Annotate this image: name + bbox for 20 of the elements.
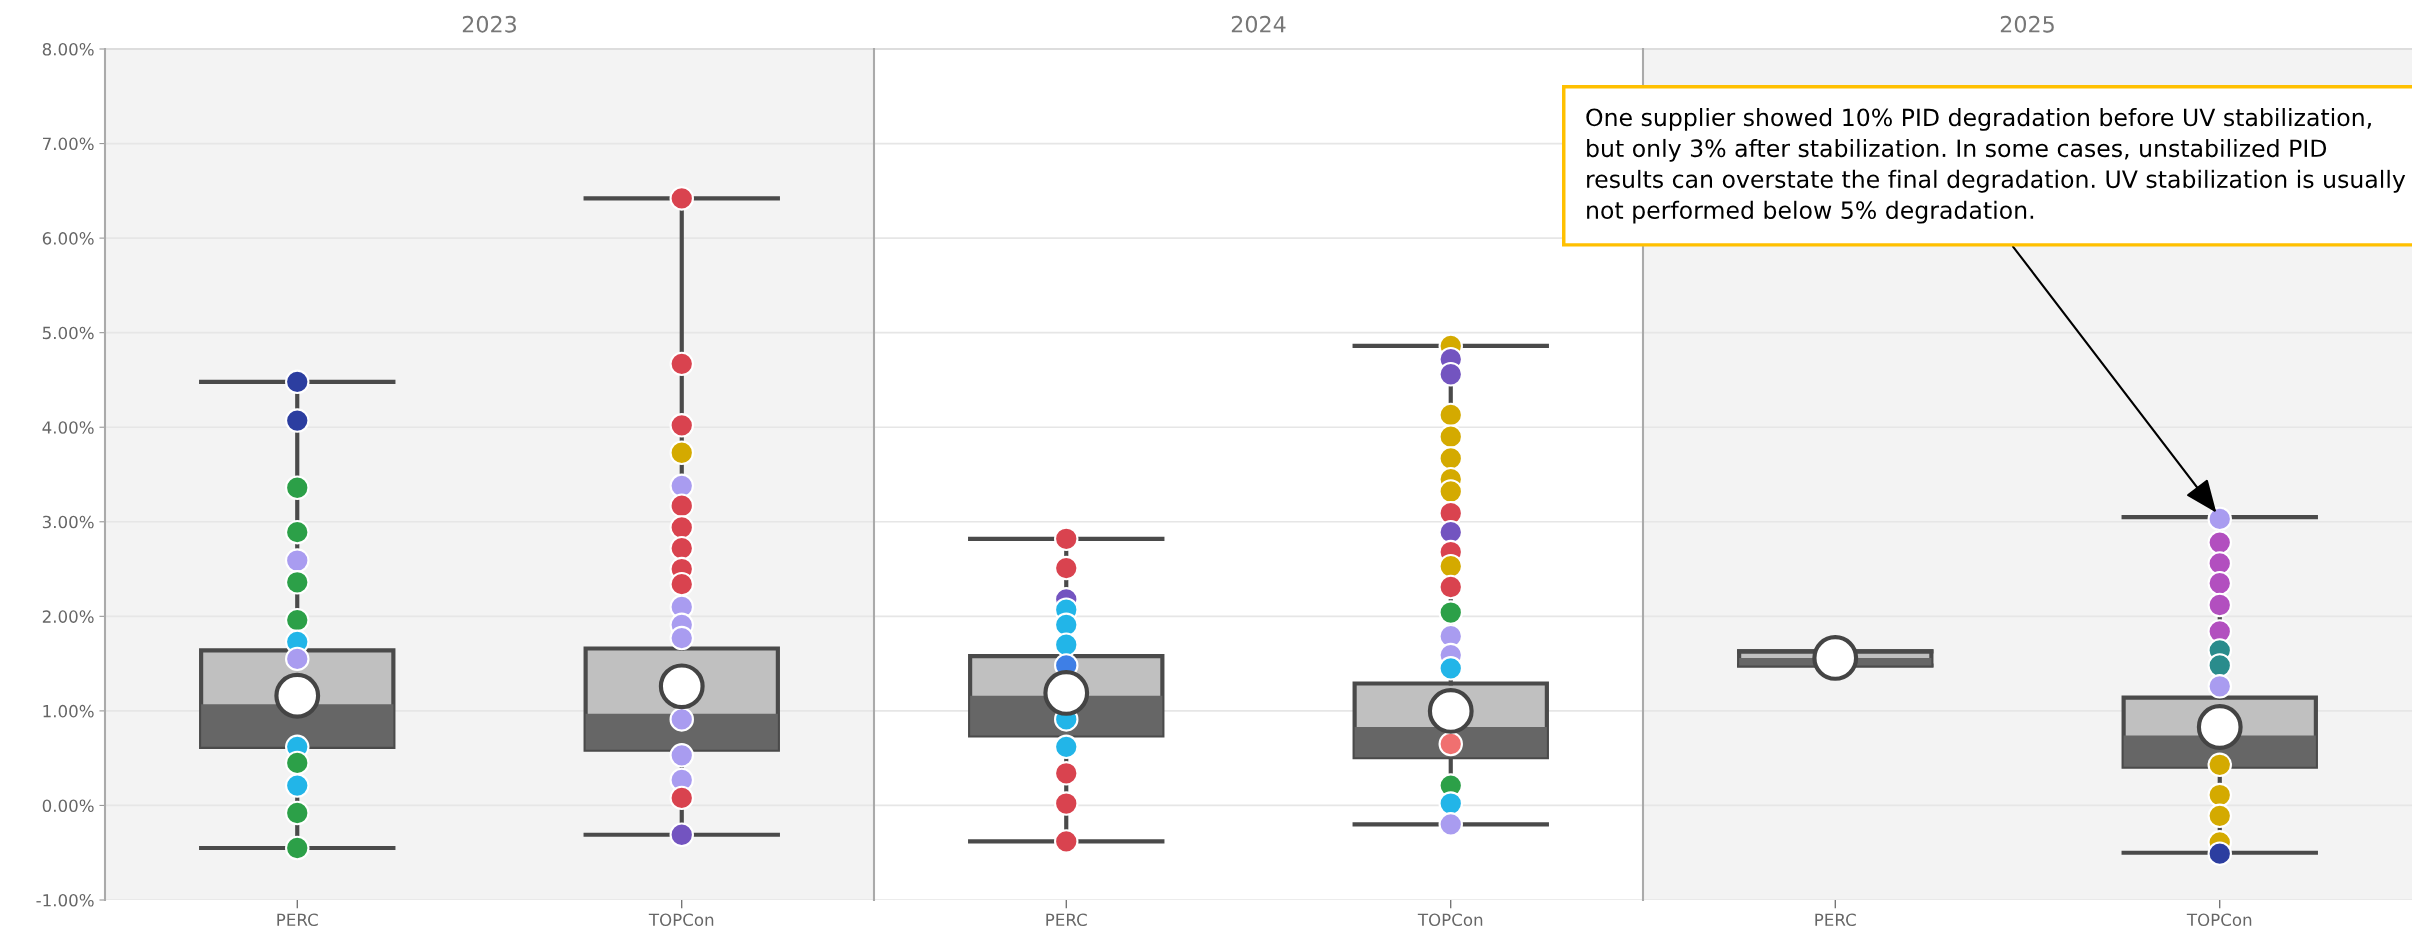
y-tick-label: 5.00%	[42, 326, 94, 340]
y-tick-label: 2.00%	[42, 610, 94, 623]
y-tick-label: 4.00%	[42, 421, 94, 434]
y-tick-label: -1.00%	[36, 893, 94, 907]
chart-title: 2025	[2000, 15, 2054, 33]
x-tick-label: PERC	[277, 913, 318, 927]
y-tick-label: 8.00%	[42, 42, 94, 56]
x-tick-label: PERC	[1046, 913, 1087, 927]
x-tick-label: TOPCon	[648, 913, 714, 927]
chart-title: 2023	[462, 15, 516, 33]
annotation: One supplier showed 10% PID degradation before UV stabilization, but only 3% after stabilization. In some cases, unstabilized PID results can overstate the final degradation. UV stabilization is usually not performed below 5% degradation.	[1586, 108, 2406, 224]
y-tick-label: 1.00%	[43, 704, 94, 718]
y-tick-label: 3.00%	[42, 515, 94, 529]
y-tick-label: 0.00%	[42, 799, 94, 813]
x-tick-label: TOPCon	[1417, 913, 1483, 927]
x-tick-label: TOPCon	[2186, 913, 2252, 927]
y-tick-label: 7.00%	[43, 137, 94, 151]
chart-title: 2024	[1231, 15, 1286, 33]
x-tick-label: PERC	[1815, 913, 1856, 927]
y-tick-label: 6.00%	[42, 232, 94, 245]
